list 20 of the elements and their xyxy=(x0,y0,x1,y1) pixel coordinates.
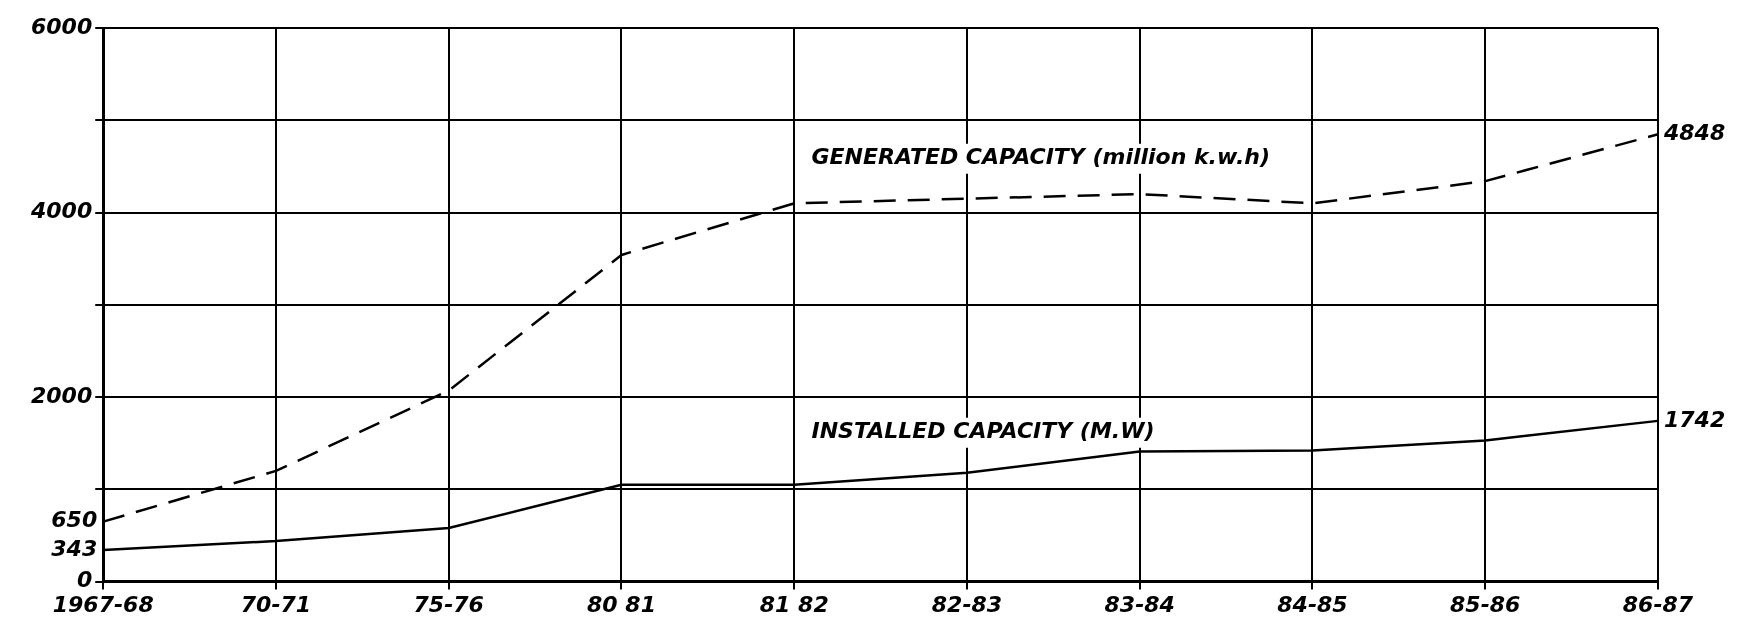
x-tick-label: 84-85 xyxy=(1277,591,1348,617)
y-tick-label: 6000 xyxy=(31,13,93,39)
data-label: 343 xyxy=(51,535,98,561)
data-label: 1742 xyxy=(1664,406,1726,432)
y-tick-label: 2000 xyxy=(31,382,93,408)
data-label: 4848 xyxy=(1663,120,1726,146)
series-label: INSTALLED CAPACITY (M.W) xyxy=(811,418,1155,444)
series-label: GENERATED CAPACITY (million k.w.h) xyxy=(811,144,1270,170)
y-tick-label: 4000 xyxy=(30,198,93,224)
x-tick-label: 85-86 xyxy=(1450,591,1521,617)
x-tick-label: 86-87 xyxy=(1622,591,1694,617)
x-tick-label: 83-84 xyxy=(1104,591,1175,617)
x-tick-label: 81 82 xyxy=(759,591,829,617)
y-tick-label: 0 xyxy=(76,567,93,593)
x-tick-label: 1967-68 xyxy=(52,591,154,617)
x-tick-label: 82-83 xyxy=(931,591,1003,617)
x-tick-label: 75-76 xyxy=(413,591,484,617)
x-tick-label: 80 81 xyxy=(587,591,656,617)
data-label: 650 xyxy=(51,507,98,533)
x-tick-label: 70-71 xyxy=(240,591,312,617)
